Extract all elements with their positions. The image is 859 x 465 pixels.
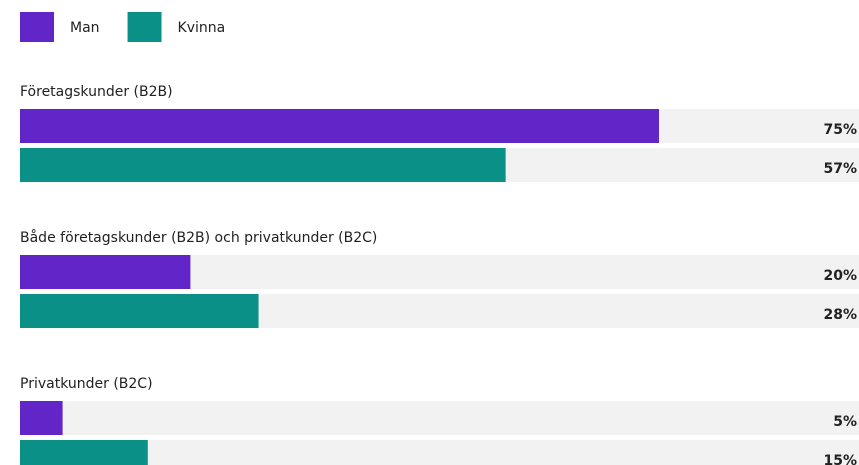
group-label: Företagskunder (B2B) (20, 84, 173, 100)
value-label: 28% (823, 307, 857, 323)
bar (20, 255, 191, 289)
bar (20, 440, 148, 465)
group-label: Privatkunder (B2C) (20, 376, 153, 392)
bar (20, 294, 259, 328)
legend-label: Man (70, 20, 100, 36)
value-label: 57% (823, 161, 857, 177)
bar-track (20, 440, 859, 465)
bar-track (20, 401, 859, 435)
bar (20, 109, 659, 143)
legend-swatch (20, 12, 54, 42)
value-label: 15% (823, 453, 857, 465)
bar (20, 148, 506, 182)
value-label: 75% (823, 122, 857, 138)
group-label: Både företagskunder (B2B) och privatkund… (20, 229, 377, 246)
value-label: 5% (833, 414, 857, 430)
value-label: 20% (823, 268, 857, 284)
legend-swatch (127, 12, 162, 42)
bar (20, 401, 63, 435)
legend-label: Kvinna (178, 20, 226, 36)
